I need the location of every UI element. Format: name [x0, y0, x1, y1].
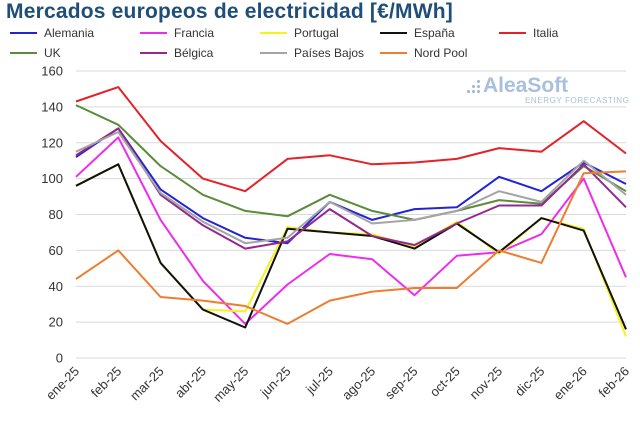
legend-label-uk: UK [44, 46, 61, 60]
legend-swatch-alemania [10, 32, 37, 34]
legend-item-italia: Italia [499, 25, 558, 41]
series-line-francia [75, 136, 627, 325]
series-line-alemania [75, 127, 627, 245]
x-tick-label: jun-25 [257, 364, 294, 401]
y-tick-label: 100 [41, 171, 63, 186]
series-line-uk [75, 104, 627, 221]
chart-title: Mercados europeos de electricidad [€/MWh… [6, 0, 453, 23]
legend-item-espana: España [380, 25, 455, 41]
series-line-paises-bajos [75, 131, 627, 245]
legend-item-paises-bajos: Países Bajos [260, 45, 364, 61]
legend-label-francia: Francia [174, 26, 215, 40]
grid-layer [76, 70, 626, 359]
legend-label-belgica: Bélgica [174, 46, 214, 60]
legend-item-portugal: Portugal [260, 25, 339, 41]
series-layer [75, 86, 627, 337]
x-axis-ticks: ene-25 feb-25 mar-25 abr-25 may-25 jun-25 jul-… [43, 364, 632, 405]
legend-swatch-francia [140, 32, 167, 34]
y-tick-label: 0 [56, 351, 63, 366]
x-tick-label: ago-25 [339, 364, 378, 403]
logo-tagline: ENERGY FORECASTING [525, 96, 630, 105]
x-tick-label: sep-25 [382, 364, 421, 403]
series-line-belgica [75, 127, 627, 250]
x-tick-label: dic-25 [512, 364, 548, 400]
legend-swatch-nord-pool [380, 52, 407, 54]
legend-swatch-italia [499, 32, 526, 34]
y-tick-label: 40 [49, 279, 63, 294]
x-tick-label: nov-25 [466, 364, 505, 403]
legend-item-alemania: Alemania [10, 25, 94, 41]
aleasoft-logo: AleaSoft ENERGY FORECASTING [467, 74, 630, 108]
y-tick-label: 140 [41, 99, 63, 114]
series-line-italia [75, 86, 627, 193]
x-tick-label: feb-26 [595, 364, 632, 401]
y-tick-label: 120 [41, 135, 63, 150]
logo-dots-icon [467, 80, 487, 96]
x-tick-label: ene-26 [551, 364, 590, 403]
legend-label-paises-bajos: Países Bajos [294, 46, 365, 60]
x-tick-label: oct-25 [427, 364, 463, 400]
y-axis-ticks: 0 20 40 60 80 100 120 140 160 [41, 64, 63, 366]
y-tick-label: 60 [49, 243, 63, 258]
x-tick-label: abr-25 [172, 364, 209, 401]
legend-item-uk: UK [10, 45, 61, 61]
logo-name: AleaSoft [483, 74, 569, 97]
x-tick-label: ene-25 [43, 364, 82, 403]
y-tick-label: 160 [41, 64, 63, 79]
legend-item-francia: Francia [140, 25, 214, 41]
legend-swatch-espana [380, 32, 407, 34]
legend-swatch-uk [10, 52, 37, 54]
x-tick-label: feb-25 [88, 364, 125, 401]
x-tick-label: jul-25 [302, 364, 336, 398]
legend-item-nord-pool: Nord Pool [380, 45, 467, 61]
legend-item-belgica: Bélgica [140, 45, 213, 61]
x-tick-label: may-25 [210, 364, 251, 405]
series-line-espana [75, 163, 627, 330]
series-line-nord-pool [75, 170, 627, 325]
legend-label-italia: Italia [533, 26, 559, 40]
legend-swatch-portugal [260, 32, 287, 34]
legend-label-espana: España [414, 26, 455, 40]
legend-swatch-belgica [140, 52, 167, 54]
legend-label-portugal: Portugal [294, 26, 339, 40]
x-tick-label: mar-25 [127, 364, 167, 404]
legend-swatch-paises-bajos [260, 52, 287, 54]
legend-label-alemania: Alemania [44, 26, 95, 40]
chart-legend: Alemania Francia Portugal España Italia … [0, 0, 640, 70]
y-tick-label: 80 [49, 207, 63, 222]
y-tick-label: 20 [49, 315, 63, 330]
legend-label-nord-pool: Nord Pool [414, 46, 468, 60]
